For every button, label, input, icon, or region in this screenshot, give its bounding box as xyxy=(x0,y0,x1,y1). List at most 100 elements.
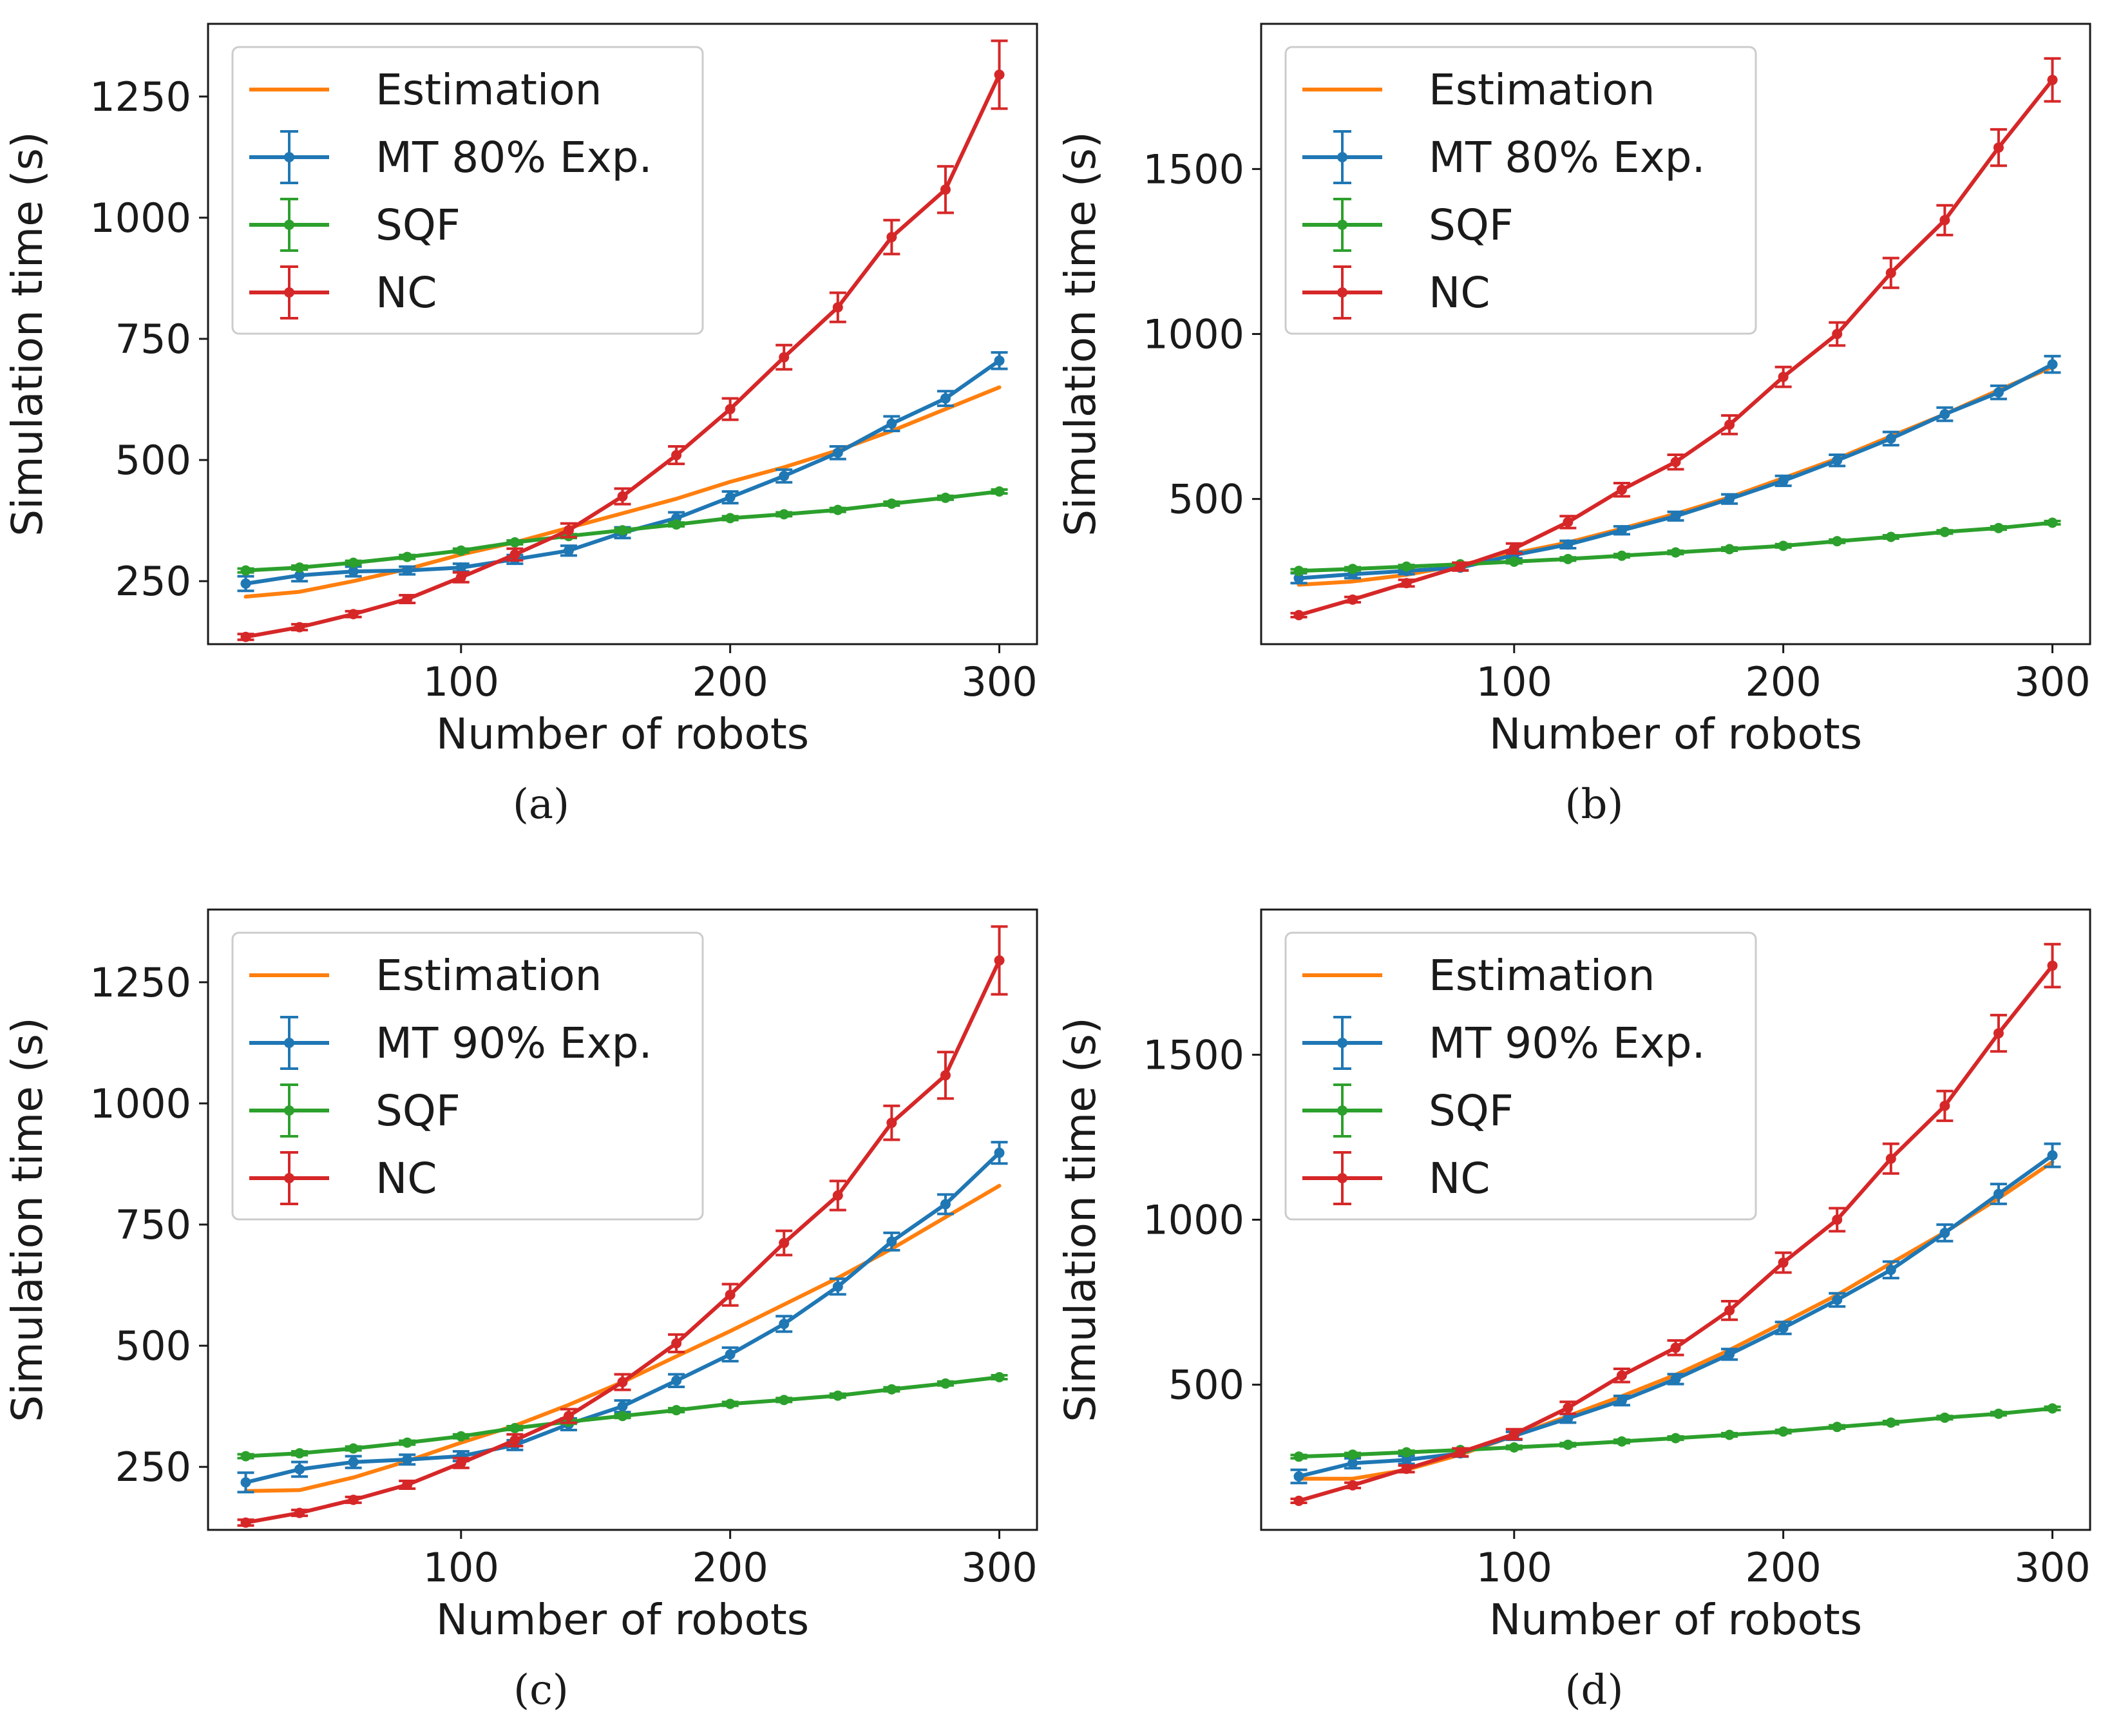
data-point xyxy=(1724,544,1735,555)
x-tick-label: 300 xyxy=(961,658,1037,705)
data-point xyxy=(402,551,413,562)
data-point xyxy=(348,1456,359,1467)
data-point xyxy=(779,352,790,363)
y-tick-label: 1250 xyxy=(90,73,191,120)
legend-item: NC xyxy=(249,265,437,320)
x-tick-label: 200 xyxy=(692,658,768,705)
data-point xyxy=(617,1411,628,1422)
data-point xyxy=(1832,329,1843,339)
data-point xyxy=(1347,594,1358,605)
data-point xyxy=(402,1480,413,1491)
data-point xyxy=(563,1411,574,1422)
legend-marker xyxy=(1337,1173,1347,1183)
data-point xyxy=(240,631,251,642)
data-point xyxy=(1885,1264,1896,1275)
legend-item: NC xyxy=(1302,265,1490,320)
legend-label: MT 80% Exp. xyxy=(1429,133,1706,182)
data-point xyxy=(779,1237,790,1248)
data-point xyxy=(832,1190,843,1201)
series-sqf xyxy=(237,486,1008,576)
data-point xyxy=(1778,475,1789,486)
data-point xyxy=(1724,493,1735,504)
legend-item: MT 90% Exp. xyxy=(249,1016,652,1070)
data-point xyxy=(1670,511,1681,522)
data-point xyxy=(832,1390,843,1401)
data-point xyxy=(1616,484,1627,495)
x-tick-label: 200 xyxy=(692,1544,768,1591)
data-point xyxy=(1455,561,1466,572)
data-point xyxy=(1724,1305,1735,1316)
data-point xyxy=(455,1431,466,1442)
data-point xyxy=(1455,1447,1466,1458)
data-point xyxy=(240,1477,251,1488)
legend-label: NC xyxy=(1429,1154,1490,1203)
legend: Estimation MT 80% Exp. SQF NC xyxy=(1284,46,1757,335)
data-point xyxy=(240,565,251,576)
data-point xyxy=(671,1338,682,1349)
data-point xyxy=(1670,1373,1681,1384)
data-point xyxy=(1563,1402,1574,1413)
data-point xyxy=(1293,609,1304,620)
data-point xyxy=(1293,566,1304,577)
legend-item: SQF xyxy=(1302,198,1514,252)
data-point xyxy=(294,1448,305,1459)
x-axis-label: Number of robots xyxy=(436,1595,809,1645)
series-mt-80-exp xyxy=(237,351,1008,593)
data-point xyxy=(402,1454,413,1465)
data-point xyxy=(563,545,574,556)
data-point xyxy=(779,470,790,481)
data-point xyxy=(940,1199,951,1210)
data-point xyxy=(402,1437,413,1448)
data-point xyxy=(2047,1150,2058,1161)
data-point xyxy=(1508,1429,1519,1440)
legend-marker xyxy=(284,1105,294,1116)
x-tick-label: 300 xyxy=(2014,1544,2090,1591)
data-point xyxy=(779,1395,790,1406)
x-tick-label: 100 xyxy=(1476,658,1552,705)
legend-label: MT 90% Exp. xyxy=(1429,1018,1706,1068)
data-point xyxy=(1832,536,1843,547)
data-point xyxy=(1724,1429,1735,1440)
data-point xyxy=(725,1290,736,1301)
data-point xyxy=(1939,1412,1950,1423)
series-estimation xyxy=(243,385,1002,599)
panel-caption: (b) xyxy=(1565,781,1624,828)
data-point xyxy=(2047,75,2058,86)
data-point xyxy=(940,492,951,503)
data-point xyxy=(2047,359,2058,370)
series-line xyxy=(243,385,1002,599)
data-point xyxy=(1993,522,2004,533)
data-point xyxy=(1885,1417,1896,1428)
data-point xyxy=(832,1281,843,1292)
data-point xyxy=(455,1458,466,1469)
legend-label: NC xyxy=(376,268,437,318)
data-point xyxy=(240,1451,251,1462)
legend-marker xyxy=(284,1173,294,1183)
data-point xyxy=(994,355,1005,366)
data-point xyxy=(832,447,843,458)
data-point xyxy=(348,557,359,568)
legend-box xyxy=(231,46,704,335)
data-point xyxy=(509,1423,520,1434)
data-point xyxy=(725,492,736,503)
data-point xyxy=(832,504,843,515)
series-nc xyxy=(1290,942,2061,1506)
data-point xyxy=(1347,564,1358,575)
series-sqf xyxy=(1290,517,2061,577)
data-point xyxy=(1670,547,1681,558)
panel-caption: (c) xyxy=(513,1666,569,1714)
data-point xyxy=(1563,539,1574,550)
legend-label: NC xyxy=(1429,268,1490,318)
data-point xyxy=(402,565,413,576)
data-point xyxy=(1563,553,1574,564)
data-point xyxy=(348,1443,359,1454)
data-point xyxy=(1993,1408,2004,1419)
y-tick-label: 1250 xyxy=(90,959,191,1006)
y-tick-label: 500 xyxy=(115,1322,191,1369)
data-point xyxy=(1885,1153,1896,1164)
legend-item: SQF xyxy=(249,1083,461,1138)
data-point xyxy=(1293,573,1304,584)
data-point xyxy=(1885,267,1896,278)
data-point xyxy=(1616,1436,1627,1447)
